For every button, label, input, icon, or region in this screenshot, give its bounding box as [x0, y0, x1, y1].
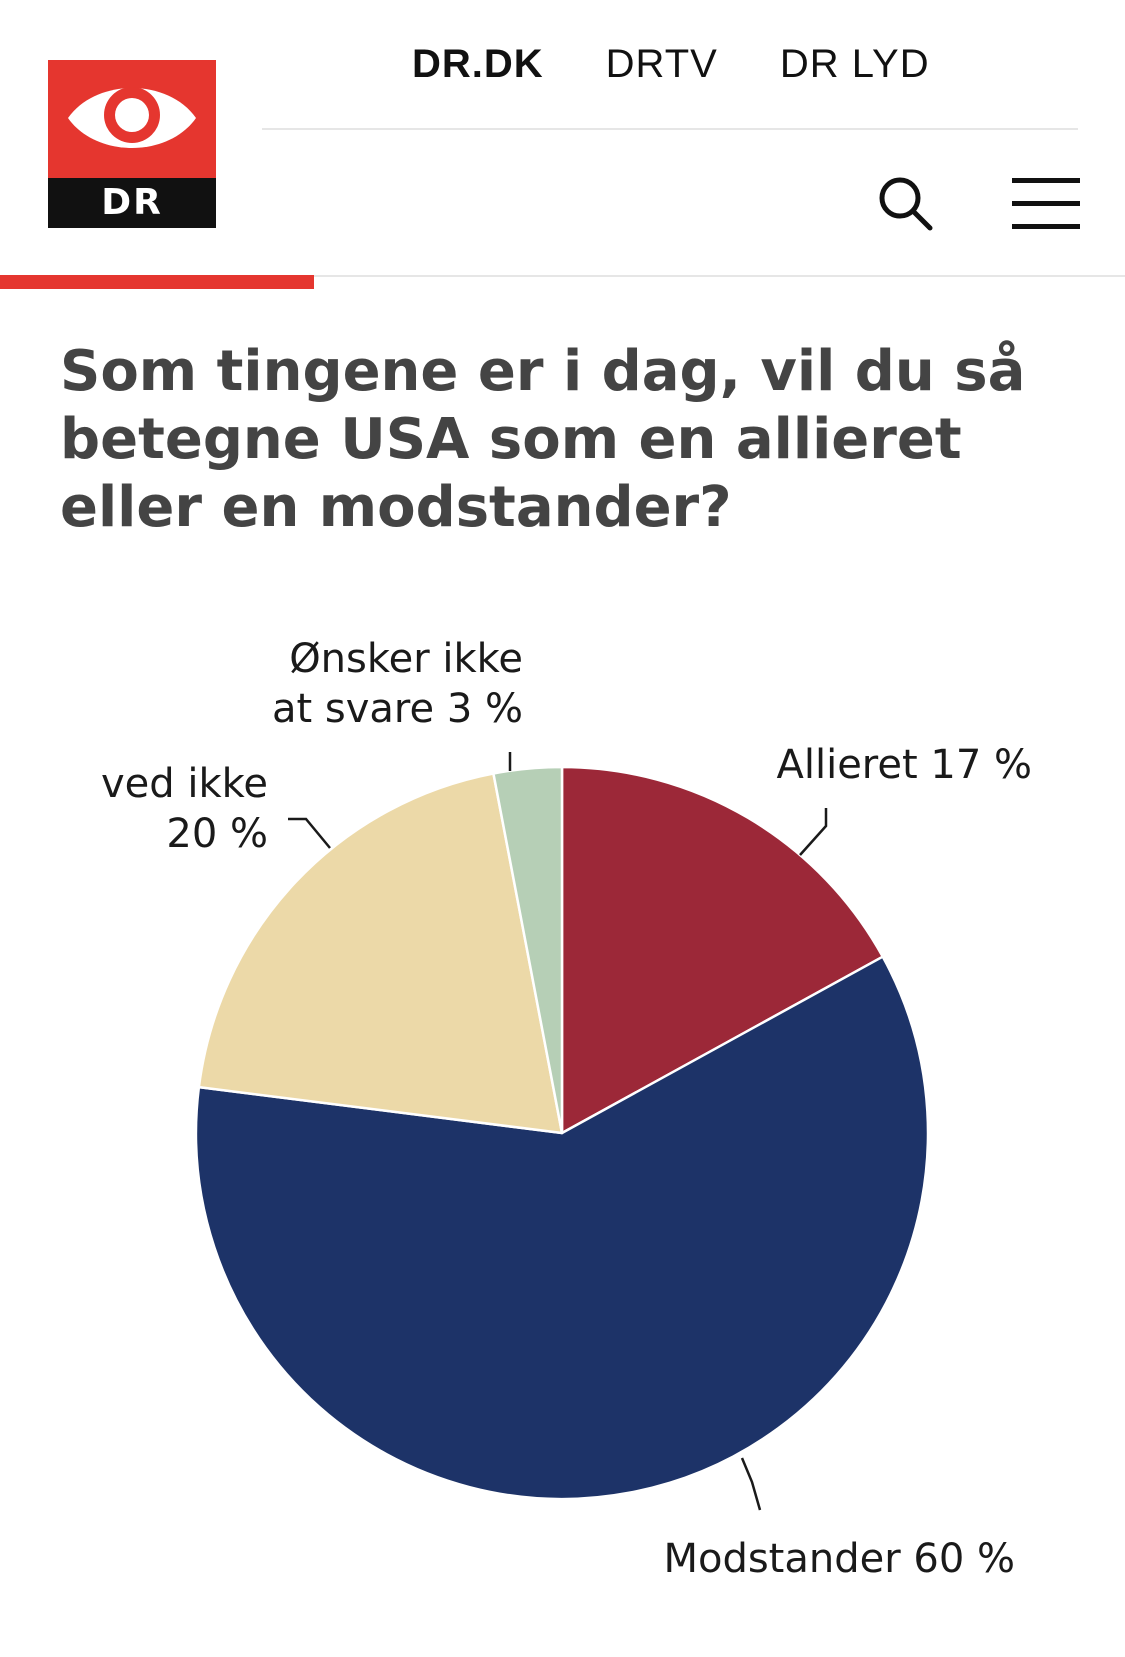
- menu-button[interactable]: [1012, 178, 1080, 230]
- slice-label-ved-ikke: ved ikke 20 %: [101, 761, 268, 857]
- slice-label-line: Allieret 17 %: [776, 742, 1032, 788]
- nav-divider: [262, 128, 1078, 130]
- slice-label-line: at svare 3 %: [272, 686, 523, 732]
- search-button[interactable]: [876, 174, 936, 234]
- reading-progress-bar: [0, 275, 314, 289]
- leader-line-ved-ikke: [288, 817, 331, 849]
- nav-item-drtv[interactable]: DRTV: [605, 42, 718, 86]
- top-navigation: DR.DK DRTV DR LYD: [412, 42, 930, 87]
- slice-label-modstander: Modstander 60 %: [663, 1536, 1015, 1582]
- pie-slice-allieret: [560, 765, 884, 1135]
- slice-label-allieret: Allieret 17 %: [776, 742, 1032, 788]
- search-icon: [879, 177, 933, 231]
- leader-line-modstander: [740, 1457, 762, 1511]
- chart-question-title: Som tingene er i dag, vil du så betegne …: [60, 339, 1026, 540]
- dr-logo[interactable]: DR: [48, 60, 216, 228]
- nav-item-drlyd[interactable]: DR LYD: [779, 42, 930, 86]
- slice-label-ønsker-ikke-at-svare: Ønsker ikke at svare 3 %: [272, 636, 523, 732]
- pie-slice-modstander: [194, 955, 930, 1501]
- logo-text: DR: [48, 178, 216, 228]
- nav-item-drdk[interactable]: DR.DK: [412, 42, 544, 86]
- leader-line-allieret: [799, 808, 828, 856]
- eye-icon: [48, 60, 216, 178]
- slice-label-line: Modstander 60 %: [663, 1536, 1015, 1582]
- slice-label-line: ved ikke: [101, 761, 268, 807]
- slice-label-line: 20 %: [166, 811, 268, 857]
- slice-label-line: Ønsker ikke: [289, 636, 523, 682]
- header-border: [0, 275, 1125, 277]
- pie-slice-ved-ikke: [197, 772, 564, 1135]
- pie-slice-ønsker-ikke-at-svare: [492, 765, 564, 1135]
